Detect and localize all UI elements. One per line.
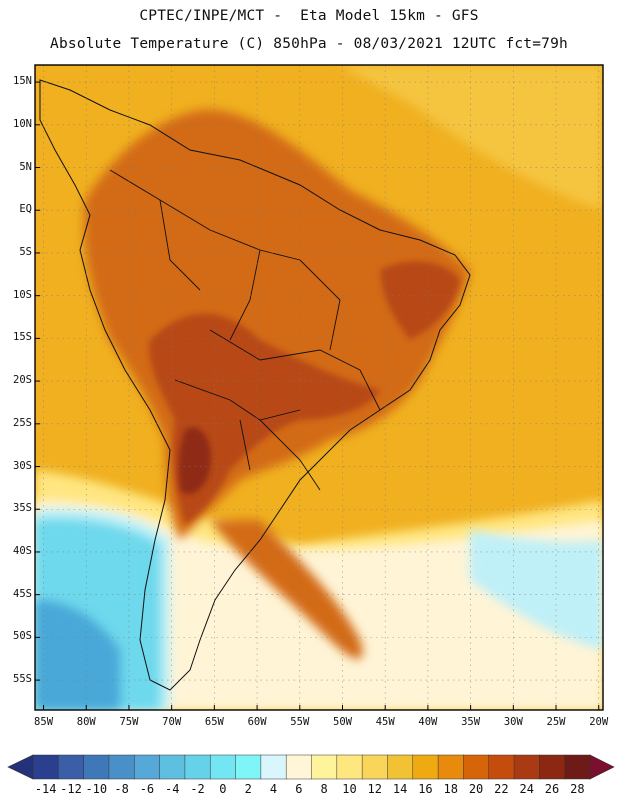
lat-label: 35S [13, 502, 32, 515]
colorbar-swatch [311, 754, 338, 780]
colorbar-tick-label: 20 [468, 782, 484, 796]
map-gridlines [35, 65, 603, 710]
colorbar-swatch [437, 754, 464, 780]
colorbar-tick-label: -2 [190, 782, 205, 796]
colorbar-tick-label: 28 [570, 782, 585, 796]
colorbar [7, 754, 615, 780]
lat-label: 20S [13, 374, 32, 387]
lon-label: 65W [204, 716, 224, 728]
lon-label: 35W [461, 716, 481, 728]
lon-label: 80W [76, 716, 96, 728]
chart-title-line2: Absolute Temperature (C) 850hPa - 08/03/… [50, 36, 568, 52]
lon-label: 30W [503, 716, 523, 728]
colorbar-tick-label: 12 [367, 782, 382, 796]
lat-label: EQ [19, 203, 32, 216]
colorbar-tick-label: -10 [85, 782, 108, 796]
chart-title-line1: CPTEC/INPE/MCT - Eta Model 15km - GFS [139, 8, 479, 24]
colorbar-tick-label: -6 [139, 782, 155, 796]
lat-label: 40S [13, 544, 32, 557]
colorbar-tick-label: 8 [320, 782, 328, 796]
colorbar-tick-label: 26 [544, 782, 560, 796]
lat-label: 55S [13, 673, 32, 686]
colorbar-swatch [488, 754, 515, 780]
lat-label: 10S [13, 288, 32, 301]
colorbar-tick-label: 2 [244, 782, 252, 796]
colorbar-low-arrow [7, 754, 34, 780]
colorbar-tick-label: -4 [165, 782, 180, 796]
lat-label: 50S [13, 630, 32, 643]
colorbar-swatch [412, 754, 439, 780]
colorbar-tick-label: 16 [418, 782, 433, 796]
colorbar-swatch [513, 754, 540, 780]
land-hottest-core [178, 427, 211, 494]
colorbar-tick-label: 4 [269, 782, 278, 796]
lat-label: 45S [13, 587, 32, 600]
colorbar-tick-label: 0 [219, 782, 227, 796]
colorbar-tick-label: -8 [114, 782, 129, 796]
colorbar-tick-label: 18 [443, 782, 458, 796]
colorbar-swatch [285, 754, 313, 780]
ocean-mild-region [340, 65, 603, 210]
colorbar-swatch [361, 754, 389, 780]
colorbar-swatch [260, 754, 287, 780]
colorbar-swatch [209, 754, 237, 780]
colorbar-swatch [184, 754, 211, 780]
blue-region [35, 600, 120, 710]
land-hotter-northeast [380, 261, 460, 340]
lon-label: 70W [162, 716, 182, 728]
colorbar-swatch [463, 754, 490, 780]
axis-ticks [35, 81, 600, 710]
lat-label: 10N [13, 117, 32, 130]
lat-label: 5N [19, 160, 32, 173]
colorbar-swatch [108, 754, 135, 780]
lat-label: 15N [13, 75, 32, 88]
country-borders [109, 169, 381, 491]
colorbar-swatch [159, 754, 186, 780]
colorbar-swatch [83, 754, 110, 780]
colorbar-swatch [336, 754, 363, 780]
colorbar-tick-label: 6 [295, 782, 303, 796]
coastline [39, 79, 471, 691]
lat-label: 30S [13, 459, 32, 472]
colorbar-swatch [58, 754, 85, 780]
colorbar-swatch [235, 754, 262, 780]
lon-label: 20W [589, 716, 609, 728]
lon-label: 25W [546, 716, 566, 728]
colorbar-swatch [539, 754, 566, 780]
lon-label: 55W [290, 716, 310, 728]
colorbar-swatch [134, 754, 161, 780]
lon-label: 75W [119, 716, 139, 728]
lon-label: 85W [34, 716, 54, 728]
colorbar-tick-label: -14 [34, 782, 57, 796]
colorbar-tick-label: 10 [342, 782, 357, 796]
colorbar-tick-label: 14 [392, 782, 408, 796]
lat-label: 5S [19, 245, 32, 258]
colorbar-tick-label: -12 [60, 782, 82, 796]
temperature-field [35, 65, 603, 710]
colorbar-swatch [32, 754, 59, 780]
lat-label: 15S [13, 331, 32, 344]
colorbar-tick-label: 22 [494, 782, 509, 796]
light-cyan-southeast [470, 530, 603, 650]
colorbar-high-arrow [589, 754, 615, 780]
lon-label: 60W [247, 716, 267, 728]
colorbar-tick-label: 24 [519, 782, 534, 796]
lon-label: 50W [333, 716, 352, 728]
lon-label: 45W [375, 716, 395, 728]
lon-label: 40W [418, 716, 438, 728]
map-frame [34, 64, 604, 711]
colorbar-swatch [387, 754, 414, 780]
lat-label: 25S [13, 416, 32, 429]
colorbar-swatch [564, 754, 591, 780]
